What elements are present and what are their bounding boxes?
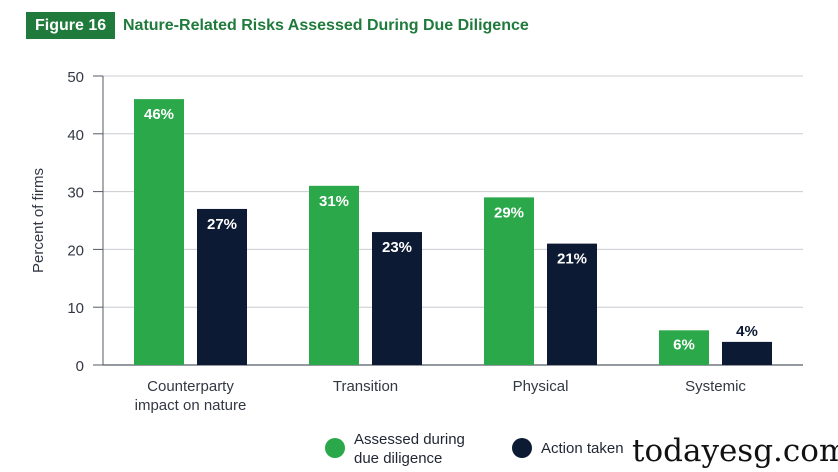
bar-assessed-1 — [134, 99, 184, 366]
x-tick-label: Physical — [513, 378, 569, 395]
y-axis-label: Percent of firms — [30, 168, 47, 273]
legend-swatch-action — [512, 438, 532, 458]
legend-swatch-assessed — [325, 438, 345, 458]
data-label: 46% — [144, 106, 174, 123]
x-tick-label: Transition — [333, 378, 398, 395]
bar-assessed-3 — [484, 197, 534, 365]
bar-action-1 — [197, 208, 247, 365]
watermark: todayesg.com — [632, 433, 838, 469]
figure-number-badge: Figure 16 — [26, 12, 116, 39]
bar-chart: 0 10 20 30 40 50 Percent of firms 46% 27% Counter… — [30, 69, 803, 414]
y-tick-label: 10 — [67, 300, 84, 317]
figure-title: Nature-Related Risks Assessed During Due… — [123, 17, 529, 34]
legend-label-action: Action taken — [541, 440, 624, 457]
legend-label-assessed: Assessed during due diligence — [354, 431, 465, 467]
data-label: 31% — [319, 193, 349, 210]
bar-action-4 — [722, 341, 772, 365]
bar-action-3 — [547, 243, 597, 365]
data-label: 27% — [207, 216, 237, 233]
y-tick-label: 50 — [67, 69, 84, 86]
bar-action-2 — [372, 232, 422, 365]
data-label: 4% — [736, 323, 758, 340]
data-label: 23% — [382, 239, 412, 256]
bar-assessed-4 — [659, 330, 709, 365]
x-tick-label: impact on nature — [135, 397, 247, 414]
data-label: 21% — [557, 251, 587, 268]
bar-assessed-2 — [309, 185, 359, 365]
x-tick-label: Systemic — [685, 378, 746, 395]
y-tick-label: 0 — [76, 358, 84, 375]
y-tick-label: 30 — [67, 185, 84, 202]
data-label: 6% — [673, 336, 695, 353]
data-label: 29% — [494, 204, 524, 221]
y-tick-label: 20 — [67, 242, 84, 259]
x-tick-label: Counterparty — [147, 378, 234, 395]
y-tick-label: 40 — [67, 127, 84, 144]
